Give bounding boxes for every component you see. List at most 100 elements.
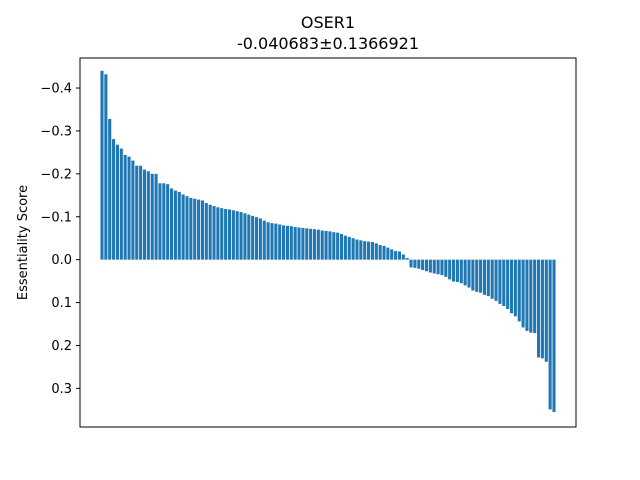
bar — [421, 259, 425, 270]
bar — [413, 259, 417, 268]
bar — [220, 208, 224, 260]
bar — [189, 197, 193, 260]
bar — [309, 228, 313, 260]
bar — [212, 206, 216, 260]
bar — [154, 173, 158, 260]
bar — [173, 190, 177, 260]
bar — [258, 218, 262, 260]
bar — [142, 169, 147, 260]
bar — [312, 229, 317, 260]
bar — [193, 198, 197, 260]
bar — [162, 183, 166, 260]
bar — [119, 148, 123, 260]
bar — [158, 183, 162, 260]
bar — [544, 259, 548, 362]
bar — [181, 194, 185, 260]
bars-group — [100, 70, 556, 412]
bar — [266, 222, 270, 260]
bar — [166, 184, 170, 260]
bar — [386, 247, 390, 260]
y-axis-label: Essentiality Score — [16, 185, 31, 300]
bar — [293, 227, 297, 260]
bar — [100, 70, 104, 260]
bar — [185, 196, 189, 260]
bar — [494, 259, 498, 301]
bar — [177, 191, 181, 260]
y-tick-label: 0.0 — [51, 253, 72, 268]
bar — [394, 251, 398, 260]
bar — [139, 165, 143, 260]
bar — [467, 259, 471, 288]
bar — [347, 236, 351, 260]
bar — [200, 200, 204, 260]
bar — [455, 259, 459, 282]
y-tick-label: −0.1 — [40, 210, 72, 225]
bar — [482, 259, 487, 295]
bar — [115, 144, 119, 260]
bar — [336, 232, 340, 260]
bar — [135, 165, 139, 260]
bar — [278, 224, 282, 260]
y-tick-label: −0.4 — [40, 82, 72, 97]
bar — [409, 259, 413, 268]
bar — [274, 223, 278, 260]
bar — [254, 217, 259, 260]
bar — [529, 259, 533, 333]
bar — [405, 257, 409, 260]
y-tick-label: −0.2 — [40, 167, 72, 182]
bar — [235, 211, 239, 260]
chart-subtitle: -0.040683±0.1366921 — [237, 34, 419, 53]
bar — [417, 259, 421, 269]
plot-frame — [79, 57, 577, 428]
bar — [548, 259, 552, 410]
bar — [471, 259, 475, 291]
bar — [150, 173, 154, 260]
bar — [552, 259, 556, 412]
y-tick-label: −0.3 — [40, 124, 72, 139]
bar — [448, 259, 452, 280]
bar — [463, 259, 467, 286]
bar — [355, 239, 359, 260]
bar — [301, 227, 305, 260]
bar — [432, 259, 436, 274]
bar — [363, 241, 367, 260]
bar — [131, 160, 135, 260]
bar — [452, 259, 456, 282]
bar — [231, 210, 235, 260]
bar — [197, 199, 201, 260]
bar — [444, 259, 448, 277]
bar — [282, 225, 286, 260]
bar — [289, 226, 293, 260]
bar — [390, 249, 394, 260]
bar — [285, 225, 289, 260]
bar — [428, 259, 432, 273]
bar — [436, 259, 440, 275]
bar — [367, 241, 371, 260]
bar — [479, 259, 483, 293]
bar — [382, 245, 386, 260]
bar — [401, 254, 405, 260]
bar — [374, 243, 378, 260]
bar — [475, 259, 479, 292]
bar — [208, 204, 212, 260]
y-axis-ticks: −0.4 −0.3 −0.2 −0.1 0.0 0.1 0.2 0.3 — [40, 82, 80, 397]
bar — [502, 259, 506, 306]
y-tick-label: 0.3 — [51, 382, 72, 397]
bar — [517, 259, 521, 322]
bar — [397, 251, 402, 260]
bar — [108, 118, 112, 260]
bar — [262, 220, 266, 260]
bar — [270, 223, 274, 260]
bar — [506, 259, 510, 309]
bar — [251, 215, 255, 260]
bar — [239, 212, 243, 260]
bar — [525, 259, 529, 331]
y-tick-label: 0.1 — [51, 296, 72, 311]
bar — [324, 230, 328, 260]
bar — [320, 230, 324, 260]
bar — [123, 154, 127, 260]
bar — [305, 228, 309, 260]
bar — [540, 259, 544, 359]
bar — [440, 259, 444, 276]
